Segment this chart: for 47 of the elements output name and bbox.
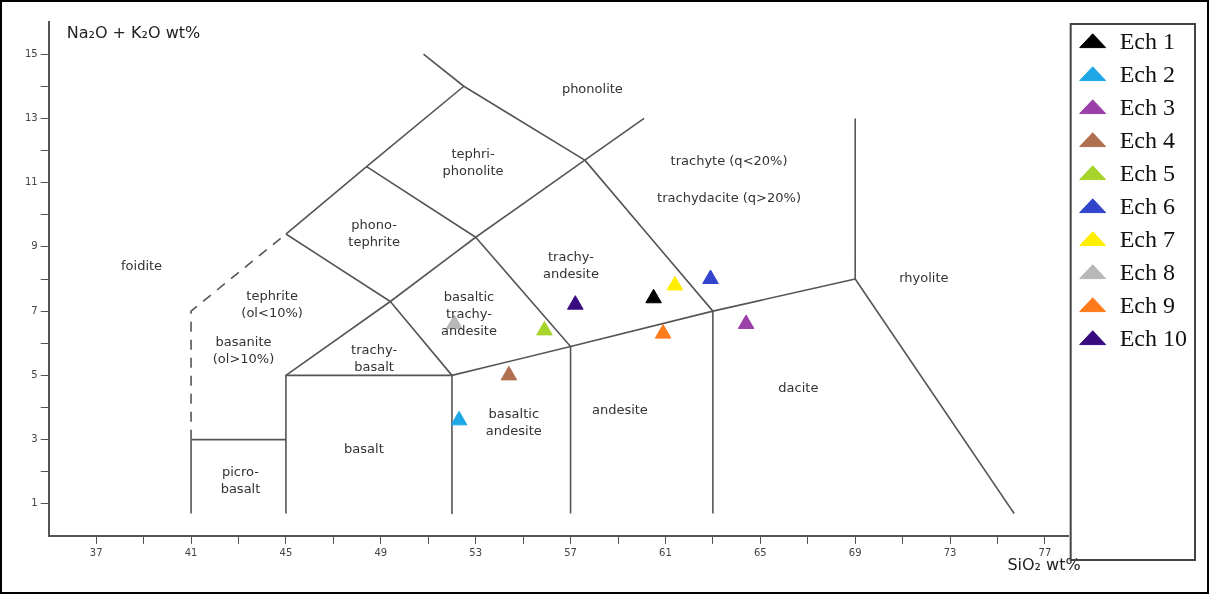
x-tick-label: 57 <box>564 546 577 558</box>
annotation: rhyolite <box>899 270 949 286</box>
x-tick-label: 65 <box>753 546 767 558</box>
legend-label: Ech 6 <box>1119 193 1175 220</box>
annotation: basanite (ol>10%) <box>212 334 275 367</box>
annotation: trachyte (q<20%) <box>670 153 788 169</box>
annotation: tephri- phonolite <box>442 146 504 179</box>
annotation: trachy- andesite <box>542 249 599 282</box>
y-tick-label: 3 <box>31 433 38 445</box>
y-tick-label: 15 <box>24 47 38 59</box>
annotation: dacite <box>778 379 819 395</box>
legend-label: Ech 1 <box>1119 28 1175 55</box>
y-axis-title: Na₂O + K₂O wt% <box>66 23 201 43</box>
y-tick-label: 5 <box>31 368 38 380</box>
x-tick-label: 73 <box>943 546 957 558</box>
legend-label: Ech 7 <box>1119 226 1175 253</box>
legend-label: Ech 5 <box>1119 160 1175 187</box>
y-tick-label: 11 <box>24 176 38 188</box>
y-tick-label: 1 <box>31 497 38 509</box>
annotation: phonolite <box>561 80 623 96</box>
legend-label: Ech 3 <box>1119 94 1175 121</box>
annotation: picro- basalt <box>220 464 261 497</box>
y-tick-label: 9 <box>31 240 38 252</box>
annotation: trachy- basalt <box>351 342 398 375</box>
annotation: phono- tephrite <box>348 217 400 250</box>
legend-label: Ech 2 <box>1119 61 1175 88</box>
legend-label: Ech 9 <box>1119 292 1175 319</box>
y-tick-label: 7 <box>31 304 38 316</box>
x-tick-label: 41 <box>184 546 198 558</box>
legend-label: Ech 10 <box>1119 325 1187 352</box>
annotation: tephrite (ol<10%) <box>241 287 303 320</box>
annotation: trachydacite (q>20%) <box>657 190 801 206</box>
annotation: basaltic andesite <box>485 406 542 439</box>
x-tick-label: 53 <box>469 546 483 558</box>
annotation: foidite <box>120 257 163 273</box>
x-tick-label: 49 <box>374 546 388 558</box>
annotation: basaltic trachy- andesite <box>440 288 497 338</box>
x-tick-label: 37 <box>89 546 103 558</box>
annotation: andesite <box>591 401 648 417</box>
legend-label: Ech 8 <box>1119 259 1175 286</box>
x-tick-label: 69 <box>848 546 862 558</box>
x-tick-label: 45 <box>279 546 293 558</box>
x-tick-label: 61 <box>659 546 672 558</box>
x-tick-label: 77 <box>1038 546 1052 558</box>
annotation: basalt <box>344 440 384 456</box>
y-tick-label: 13 <box>24 111 38 123</box>
legend-label: Ech 4 <box>1119 127 1175 154</box>
